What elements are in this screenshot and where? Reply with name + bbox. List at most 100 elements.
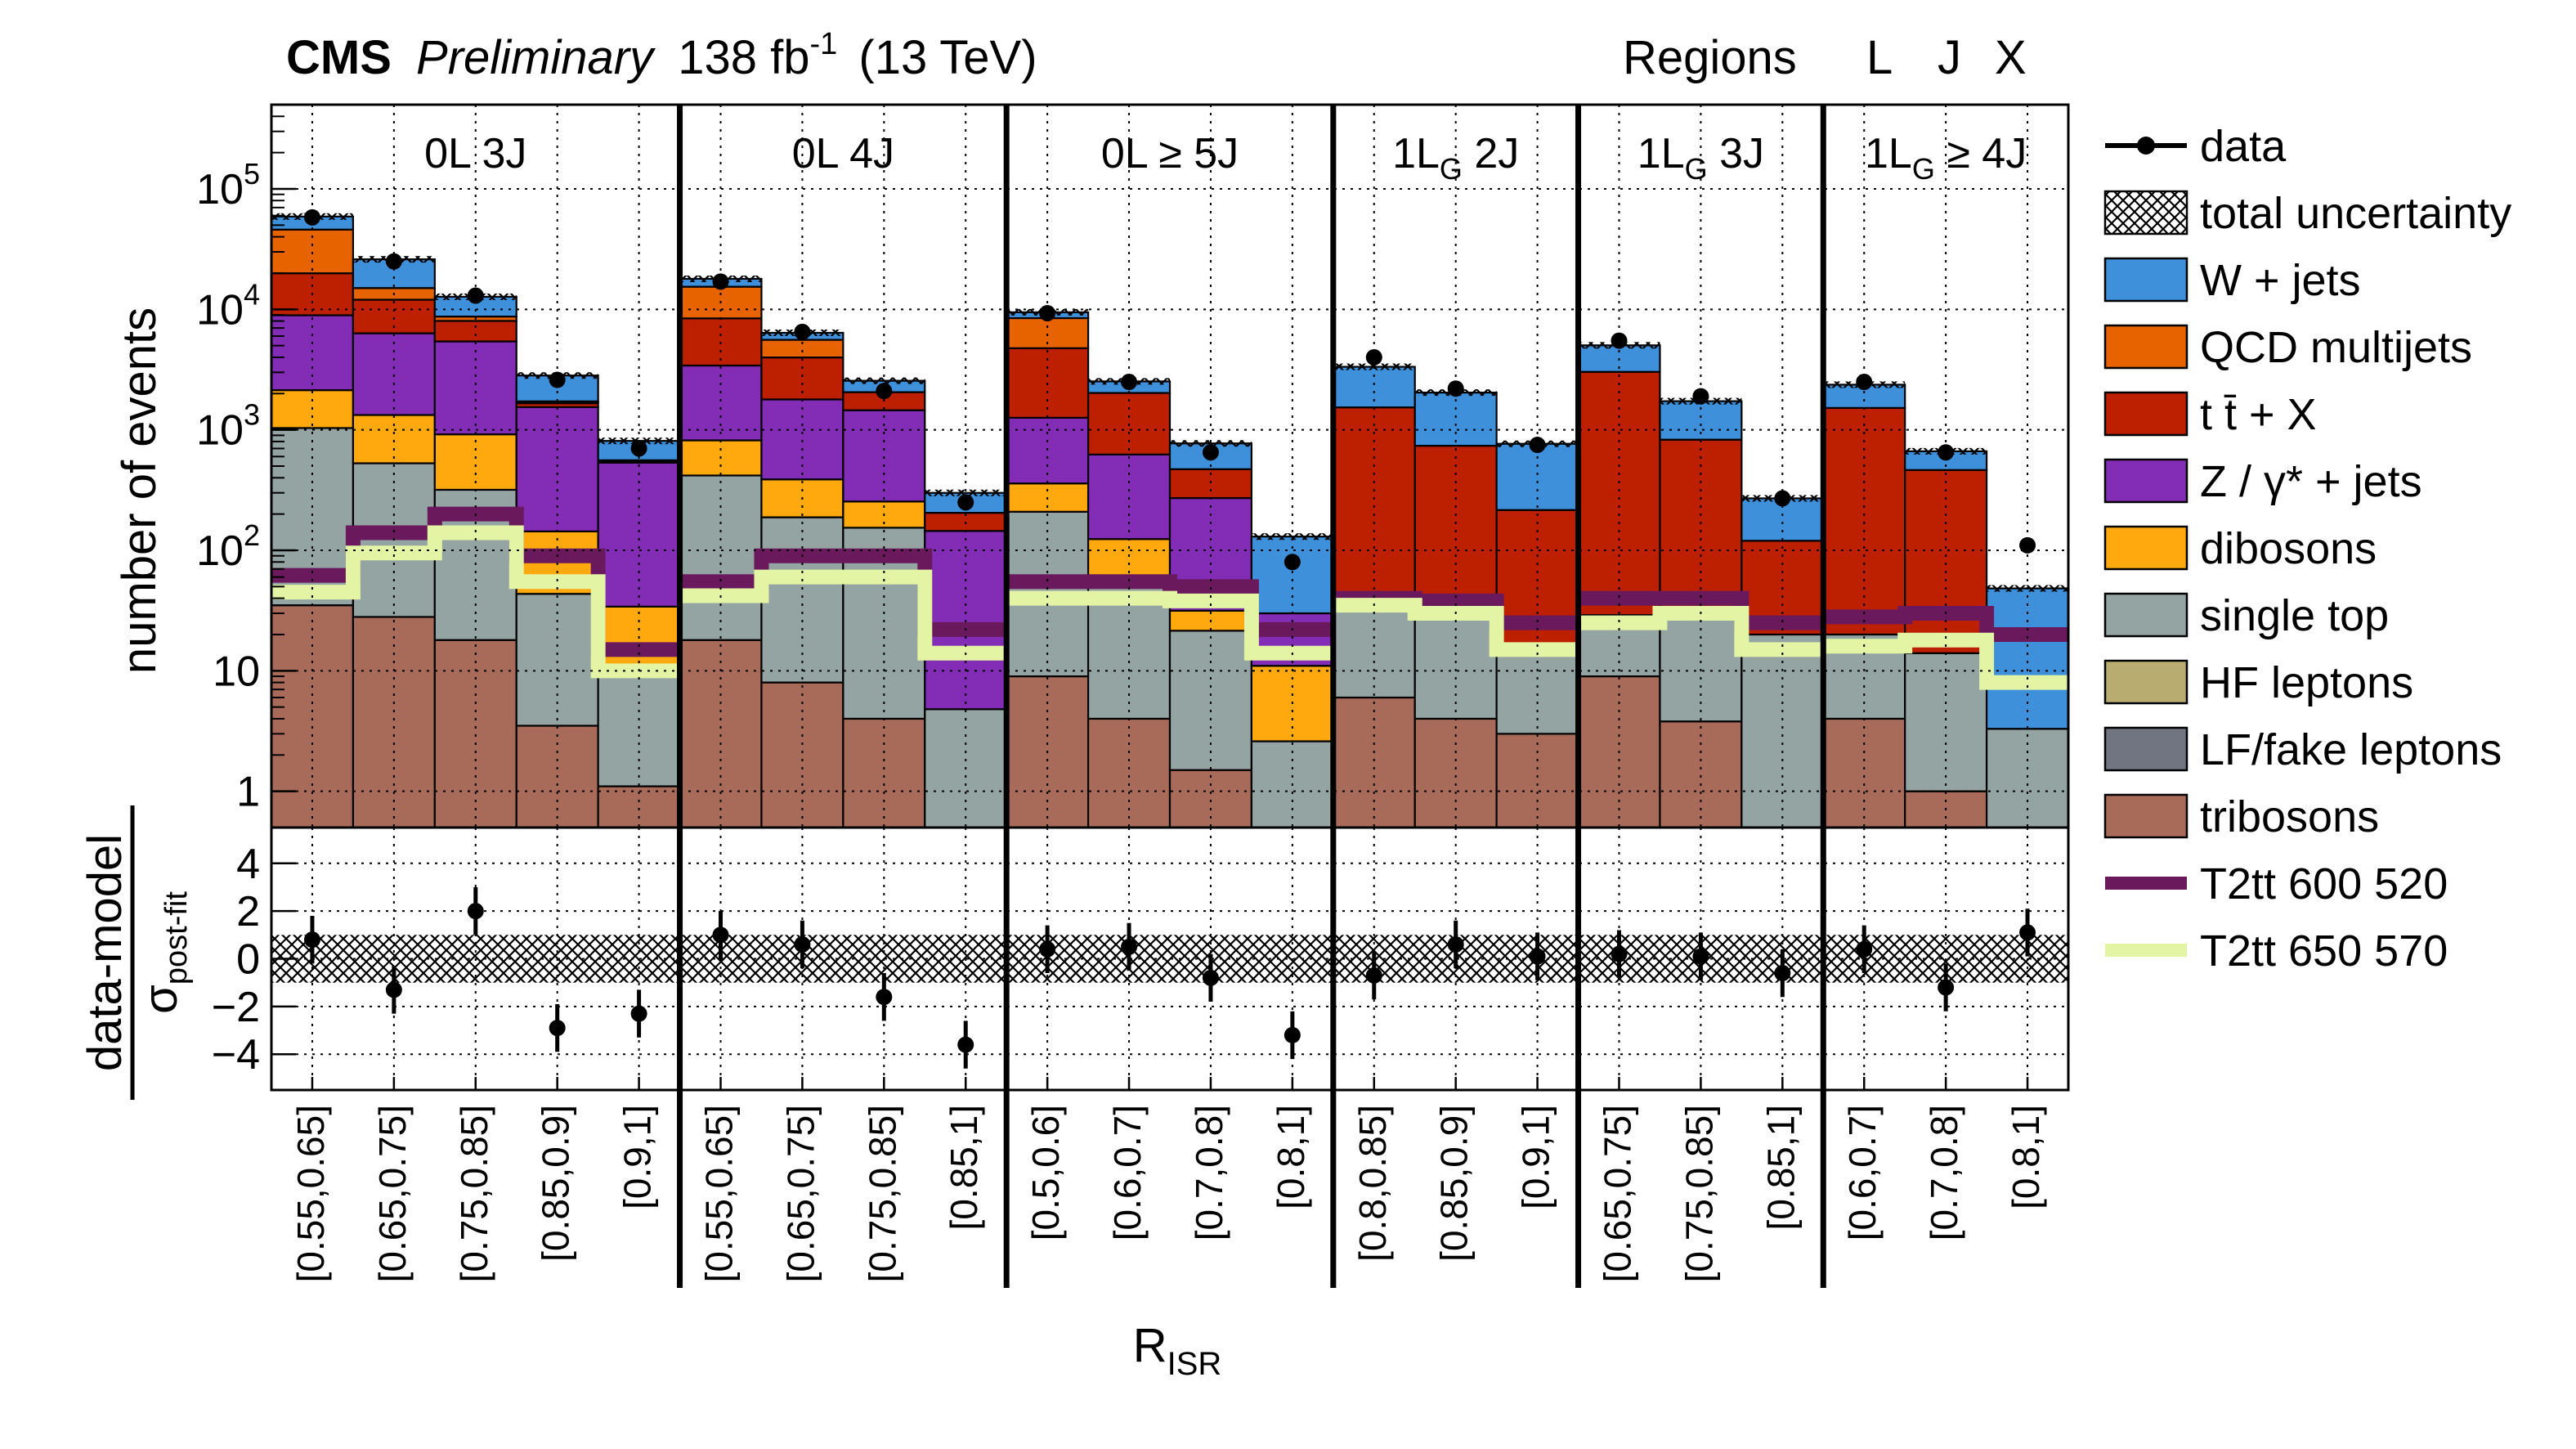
x-tick-label: [0.55,0.65] [289,1105,332,1282]
regions-code-x: X [1995,31,2027,84]
x-tick-label: [0.85,0.9] [1433,1105,1476,1262]
x-tick-label: [0.9,1] [616,1105,659,1209]
pull-point [2019,924,2036,941]
legend-swatch [2103,659,2188,705]
cms-label: CMS [286,31,392,84]
preliminary-label: Preliminary [416,31,656,84]
legend-label: LF/fake leptons [2200,725,2502,774]
uncertainty-hatch [1251,533,1333,541]
ratio-tick-label: 2 [236,888,260,935]
x-tick-label: [0.6,0.7] [1106,1105,1149,1240]
region-labels: 0L 3J 0L 4J 0L ≥ 5J 1LG 2J 1LG 3J 1LG ≥ 4J [424,130,2027,186]
stack-bar-singletop [1740,633,1825,829]
data-point [957,494,974,511]
legend-item-wjets: W + jets [2103,256,2361,305]
ratio-axis-title-numerator: data-model [78,834,132,1071]
ratio-tick-label: 4 [236,841,260,888]
x-tick-label: [0.8,1] [1270,1105,1312,1209]
stack-bar-singletop [679,474,763,641]
stack-bar-zjets [760,398,844,481]
data-point [1692,388,1709,405]
x-tick-label: [0.7,0.8] [1188,1105,1230,1240]
region-label: 1LG 2J [1392,130,1519,186]
data-point [1529,437,1546,454]
stack-bar-singletop [1168,630,1253,771]
pull-layer [303,886,2036,1069]
legend-label: HF leptons [2200,658,2413,707]
uncertainty-hatch [843,377,925,384]
ratio-tick-label: 0 [236,936,260,984]
legend-swatch [2103,458,2188,504]
region-label: 1LG ≥ 4J [1865,130,2027,186]
data-point [1284,554,1301,571]
data-point [1039,304,1056,321]
stack-bar-tribosons [760,681,844,829]
legend-item-data: data [2105,122,2287,171]
stack-bar-zjets [1086,453,1172,541]
stack-bar-tribosons [679,639,763,829]
pull-point [1611,945,1628,962]
data-point [794,323,811,340]
stack-bar-singletop [1332,603,1416,699]
ratio-tick-label: −2 [212,984,260,1031]
x-tick-label: [0.8,1] [2005,1105,2047,1209]
y-axis-ticks: 1 10 102 103 104 105 [196,104,296,816]
legend-item-tribosons: tribosons [2103,792,2379,841]
header-title: CMS Preliminary 138 fb-1 (13 TeV) [286,11,1037,84]
stack-bar-singletop [1904,652,1988,792]
stack-bar-ttx [352,298,436,334]
legend-label: Z / γ* + jets [2200,457,2422,506]
legend-label: QCD multijets [2200,323,2472,372]
legend-swatch [2103,525,2188,571]
data-point [1447,380,1464,397]
legend-swatch [2103,190,2188,236]
y-tick-label: 1 [236,769,260,816]
main-panel: 0L 3J 0L 4J 0L ≥ 5J 1LG 2J 1LG 3J 1LG ≥ 4J 11… [196,104,2070,829]
pull-point [1202,969,1219,986]
data-point [1202,444,1219,461]
ratio-frame [270,826,2070,1092]
legend-item-dibosons: dibosons [2103,524,2377,573]
pull-point [385,981,402,998]
stack-layer [270,215,2070,829]
pull-point [876,989,893,1006]
x-tick-label: [0.5,0.6] [1024,1105,1067,1240]
stack-bar-ttx [1904,469,1988,654]
legend-label: T2tt 600 520 [2200,859,2448,908]
stack-bar-tribosons [1659,720,1743,829]
legend-label: t t̄ + X [2200,390,2317,439]
lumi-value: 138 fb [678,31,809,84]
legend-label: W + jets [2200,256,2361,305]
region-label: 0L ≥ 5J [1101,130,1239,177]
pull-point [1039,940,1056,958]
data-point [303,209,320,226]
pull-point [1774,965,1791,982]
stack-bar-tribosons [1495,733,1579,829]
pull-point [1529,948,1546,965]
legend-item-zjets: Z / γ* + jets [2103,457,2422,506]
data-point [1774,490,1791,507]
legend-label: tribosons [2200,792,2379,841]
x-tick-label: [0.7,0.8] [1923,1105,1965,1240]
ratio-tick-label: −4 [212,1031,260,1079]
legend-swatch [2103,257,2188,303]
legend-label: T2tt 650 570 [2200,926,2448,976]
stack-bar-singletop [760,516,844,684]
signal-line-t2tt-650-570 [271,525,680,679]
grid-top [271,105,2068,828]
x-tick-label: [0.75,0.85] [1678,1105,1720,1282]
legend-label: total uncertainty [2200,189,2511,238]
signal-line-t2tt-650-570 [1823,632,2068,690]
x-tick-label: [0.75,0.85] [453,1105,495,1282]
pull-point [1692,948,1709,965]
legend-item-qcd: QCD multijets [2103,323,2472,372]
data-point [1121,374,1138,391]
x-tick-label: [0.65,0.75] [371,1105,414,1282]
data-point [630,440,647,457]
ratio-uncertainty-band [271,935,2068,983]
ratio-axis-title-denominator: σpost-fit [134,891,194,1014]
legend-label: single top [2200,591,2389,640]
x-tick-label: [0.6,0.7] [1841,1105,1884,1240]
